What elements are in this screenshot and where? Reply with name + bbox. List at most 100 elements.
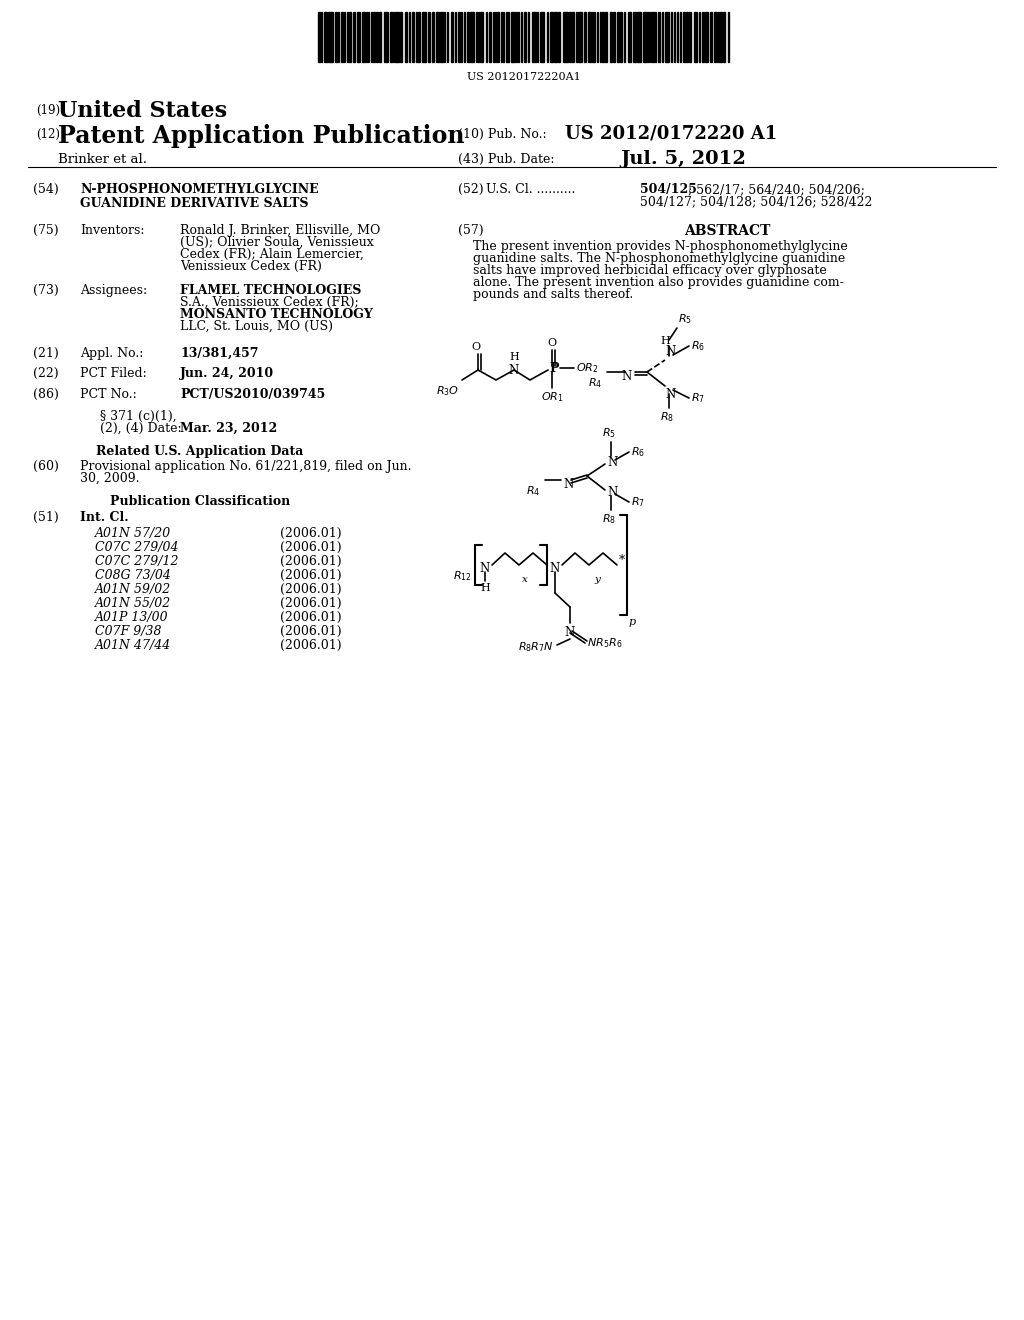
- Text: (43) Pub. Date:: (43) Pub. Date:: [458, 153, 555, 166]
- Text: Provisional application No. 61/221,819, filed on Jun.: Provisional application No. 61/221,819, …: [80, 459, 412, 473]
- Text: (54): (54): [33, 183, 58, 195]
- Text: $R_5$: $R_5$: [602, 426, 616, 440]
- Text: Brinker et al.: Brinker et al.: [58, 153, 147, 166]
- Text: U.S. Cl. ..........: U.S. Cl. ..........: [486, 183, 575, 195]
- Bar: [489, 12, 490, 62]
- Bar: [710, 12, 712, 62]
- Bar: [569, 12, 571, 62]
- Bar: [719, 12, 722, 62]
- Text: $R_6$: $R_6$: [631, 445, 645, 459]
- Text: (2006.01): (2006.01): [280, 639, 342, 652]
- Bar: [362, 12, 365, 62]
- Text: $R_8R_7N$: $R_8R_7N$: [518, 640, 554, 653]
- Text: x: x: [522, 576, 528, 583]
- Bar: [373, 12, 375, 62]
- Text: $R_8$: $R_8$: [602, 512, 616, 525]
- Text: (2006.01): (2006.01): [280, 611, 342, 624]
- Text: US 2012/0172220 A1: US 2012/0172220 A1: [565, 124, 777, 143]
- Bar: [540, 12, 544, 62]
- Text: Inventors:: Inventors:: [80, 224, 144, 238]
- Bar: [714, 12, 716, 62]
- Text: $R_3O$: $R_3O$: [435, 384, 459, 397]
- Text: (2006.01): (2006.01): [280, 624, 342, 638]
- Text: N: N: [665, 388, 675, 401]
- Bar: [605, 12, 607, 62]
- Text: (2006.01): (2006.01): [280, 527, 342, 540]
- Text: $R_4$: $R_4$: [525, 484, 540, 498]
- Bar: [506, 12, 509, 62]
- Text: p: p: [629, 616, 636, 627]
- Text: (52): (52): [458, 183, 483, 195]
- Text: A01N 59/02: A01N 59/02: [95, 583, 171, 597]
- Bar: [436, 12, 439, 62]
- Text: Patent Application Publication: Patent Application Publication: [58, 124, 465, 148]
- Bar: [341, 12, 343, 62]
- Text: N: N: [622, 370, 632, 383]
- Text: $R_4$: $R_4$: [588, 376, 602, 389]
- Bar: [550, 12, 553, 62]
- Text: A01N 55/02: A01N 55/02: [95, 597, 171, 610]
- Text: (57): (57): [458, 224, 483, 238]
- Text: (10) Pub. No.:: (10) Pub. No.:: [458, 128, 547, 141]
- Bar: [376, 12, 378, 62]
- Text: $R_8$: $R_8$: [659, 411, 674, 424]
- Text: § 371 (c)(1),: § 371 (c)(1),: [100, 411, 176, 422]
- Bar: [324, 12, 327, 62]
- Bar: [652, 12, 654, 62]
- Text: guanidine salts. The N-phosphonomethylglycine guanidine: guanidine salts. The N-phosphonomethylgl…: [473, 252, 845, 265]
- Text: Int. Cl.: Int. Cl.: [80, 511, 129, 524]
- Text: 504/125: 504/125: [640, 183, 697, 195]
- Bar: [702, 12, 705, 62]
- Text: PCT No.:: PCT No.:: [80, 388, 137, 401]
- Bar: [617, 12, 618, 62]
- Text: salts have improved herbicidal efficacy over glyphosate: salts have improved herbicidal efficacy …: [473, 264, 826, 277]
- Bar: [554, 12, 557, 62]
- Text: N: N: [665, 345, 675, 358]
- Bar: [532, 12, 536, 62]
- Text: $R_{12}$: $R_{12}$: [454, 569, 472, 583]
- Text: Appl. No.:: Appl. No.:: [80, 347, 143, 360]
- Text: 504/127; 504/128; 504/126; 528/422: 504/127; 504/128; 504/126; 528/422: [640, 195, 872, 209]
- Bar: [628, 12, 631, 62]
- Bar: [694, 12, 697, 62]
- Text: (12): (12): [36, 128, 60, 141]
- Bar: [592, 12, 595, 62]
- Bar: [602, 12, 604, 62]
- Bar: [470, 12, 474, 62]
- Text: alone. The present invention also provides guanidine com-: alone. The present invention also provid…: [473, 276, 844, 289]
- Text: N: N: [550, 561, 560, 574]
- Bar: [428, 12, 430, 62]
- Text: (19): (19): [36, 104, 60, 117]
- Bar: [705, 12, 708, 62]
- Bar: [572, 12, 574, 62]
- Bar: [422, 12, 426, 62]
- Text: GUANIDINE DERIVATIVE SALTS: GUANIDINE DERIVATIVE SALTS: [80, 197, 308, 210]
- Bar: [458, 12, 460, 62]
- Text: (2006.01): (2006.01): [280, 583, 342, 597]
- Text: $R_5$: $R_5$: [678, 313, 692, 326]
- Text: MONSANTO TECHNOLOGY: MONSANTO TECHNOLOGY: [180, 308, 373, 321]
- Bar: [610, 12, 612, 62]
- Bar: [357, 12, 360, 62]
- Text: *: *: [618, 554, 626, 568]
- Text: H: H: [480, 583, 489, 593]
- Bar: [643, 12, 647, 62]
- Bar: [440, 12, 443, 62]
- Bar: [353, 12, 355, 62]
- Text: N-PHOSPHONOMETHYLGLYCINE: N-PHOSPHONOMETHYLGLYCINE: [80, 183, 318, 195]
- Bar: [613, 12, 615, 62]
- Text: Assignees:: Assignees:: [80, 284, 147, 297]
- Text: H: H: [509, 352, 519, 362]
- Bar: [349, 12, 351, 62]
- Bar: [686, 12, 688, 62]
- Text: PCT/US2010/039745: PCT/US2010/039745: [180, 388, 326, 401]
- Text: (2006.01): (2006.01): [280, 597, 342, 610]
- Text: (73): (73): [33, 284, 58, 297]
- Text: (86): (86): [33, 388, 58, 401]
- Text: C08G 73/04: C08G 73/04: [95, 569, 171, 582]
- Bar: [584, 12, 586, 62]
- Text: H: H: [660, 337, 670, 346]
- Text: (22): (22): [33, 367, 58, 380]
- Bar: [588, 12, 591, 62]
- Text: A01N 57/20: A01N 57/20: [95, 527, 171, 540]
